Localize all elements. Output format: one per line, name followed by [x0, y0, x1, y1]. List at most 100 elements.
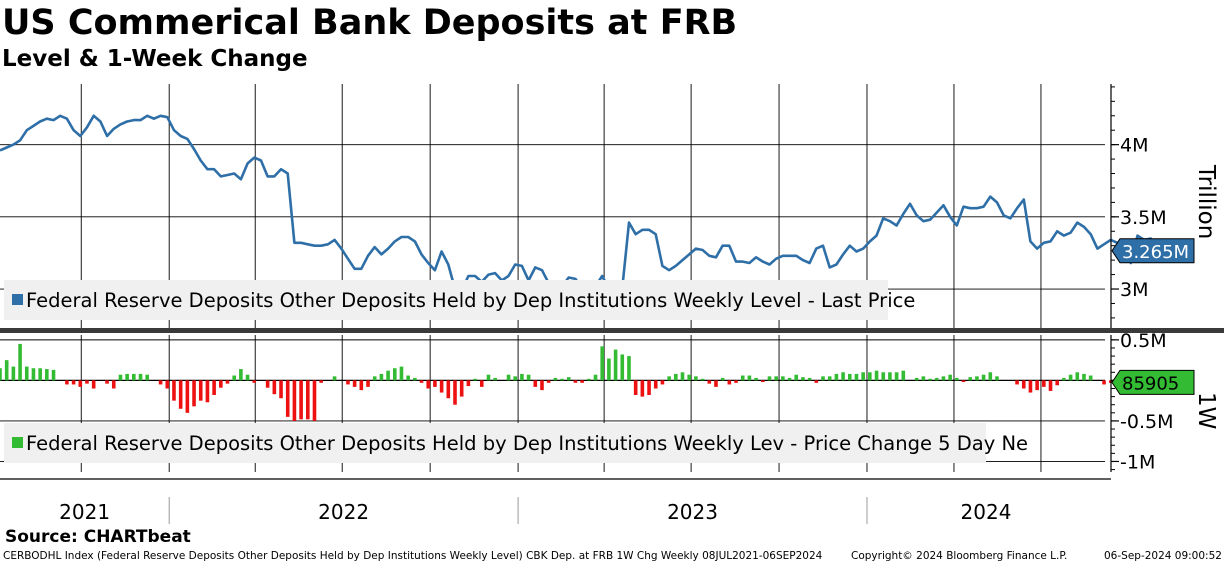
change-bar	[158, 380, 163, 385]
change-bar	[720, 377, 725, 381]
change-bar	[1021, 380, 1026, 389]
change-bar	[881, 372, 886, 381]
change-bar	[566, 377, 571, 381]
change-bar	[533, 380, 538, 387]
change-bar	[560, 378, 564, 381]
change-bar	[520, 373, 524, 381]
change-bar	[747, 375, 752, 381]
change-bar	[1028, 380, 1033, 393]
change-bar	[118, 374, 123, 381]
change-bar	[1075, 372, 1080, 381]
change-bar	[674, 373, 678, 381]
x-year-label: 2021	[59, 500, 110, 524]
change-bar	[613, 349, 618, 381]
change-bar	[901, 370, 906, 381]
change-bar	[807, 377, 812, 381]
change-bar	[459, 380, 464, 397]
change-bar	[11, 366, 16, 381]
change-bar	[680, 372, 685, 381]
change-bar	[125, 373, 129, 381]
line-layer	[0, 114, 1165, 292]
change-bar	[607, 358, 611, 381]
change-bar	[546, 380, 551, 383]
change-bar	[1062, 377, 1066, 381]
change-bar	[466, 380, 471, 387]
change-bar	[821, 376, 825, 381]
legend-label: Federal Reserve Deposits Other Deposits …	[26, 289, 915, 312]
change-bar	[366, 380, 370, 387]
grid-layer	[0, 84, 1224, 472]
change-bar	[78, 380, 83, 387]
change-bar	[433, 380, 437, 387]
change-bar	[854, 373, 859, 381]
change-bar	[633, 380, 638, 395]
legend-layer: Federal Reserve Deposits Other Deposits …	[4, 280, 1028, 463]
change-bar	[18, 343, 22, 381]
change-bar	[707, 380, 712, 384]
change-bar	[814, 380, 819, 383]
change-bar	[245, 374, 250, 381]
change-bar	[948, 374, 952, 381]
change-bar	[968, 377, 973, 381]
change-bar	[292, 380, 297, 421]
change-bar	[687, 374, 691, 381]
legend-label: Federal Reserve Deposits Other Deposits …	[26, 432, 1028, 455]
change-bar	[145, 374, 150, 381]
chart-title: US Commerical Bank Deposits at FRB	[2, 3, 738, 43]
change-bar	[252, 380, 257, 383]
change-bar	[734, 380, 738, 383]
change-bar	[178, 380, 183, 409]
change-bar	[205, 380, 210, 403]
y-tick-label: 0.5M	[1120, 330, 1167, 352]
change-bar	[272, 380, 277, 395]
change-bar	[868, 372, 872, 381]
value-tag-box	[1111, 369, 1195, 395]
change-bar	[386, 370, 390, 381]
change-bar	[660, 380, 665, 385]
change-bar	[0, 368, 2, 381]
change-bar	[305, 380, 310, 420]
change-bar	[392, 368, 397, 381]
change-bar	[24, 366, 29, 381]
change-bar	[299, 380, 303, 420]
change-bar	[955, 377, 959, 381]
x-year-label: 2022	[318, 500, 369, 524]
change-bar	[132, 373, 136, 381]
change-bar	[714, 380, 718, 387]
change-bar	[265, 380, 270, 388]
axis-layer: 4M 3.5M 3M 0.5M -0.5M -1M Trillion 1W 3.265M 8590…	[0, 84, 1219, 524]
bars-layer	[0, 343, 1187, 421]
change-bar	[31, 368, 36, 381]
change-bar	[232, 375, 236, 381]
value-tag-text: 85905	[1122, 373, 1179, 394]
change-bar	[941, 376, 946, 381]
change-bar	[1042, 380, 1046, 387]
panel-divider	[0, 328, 1224, 333]
change-bar	[279, 380, 283, 399]
change-bar	[934, 377, 939, 381]
change-bar	[399, 366, 404, 381]
change-bar	[513, 376, 518, 381]
source-note: Source: CHARTbeat	[5, 527, 191, 547]
footer-timestamp: 06-Sep-2024 09:00:52	[1104, 550, 1222, 562]
change-bar	[473, 378, 477, 381]
change-bar	[801, 377, 805, 381]
change-bar	[787, 377, 792, 381]
change-bar	[640, 380, 645, 397]
change-bar	[573, 380, 578, 383]
change-bar	[239, 369, 243, 381]
change-bar	[493, 377, 497, 381]
change-bar	[1048, 380, 1053, 391]
change-bar	[1035, 380, 1039, 391]
change-bar	[372, 376, 377, 381]
footer-description: CERBODHL Index (Federal Reserve Deposits…	[3, 550, 823, 562]
change-bar	[740, 375, 745, 381]
change-bar	[975, 376, 979, 381]
change-bar	[727, 380, 732, 385]
legend-swatch	[12, 294, 23, 305]
change-bar	[1068, 374, 1073, 381]
last-value-tag: 3.265M	[1111, 238, 1195, 264]
change-bar	[600, 346, 605, 381]
change-bar	[406, 375, 410, 381]
